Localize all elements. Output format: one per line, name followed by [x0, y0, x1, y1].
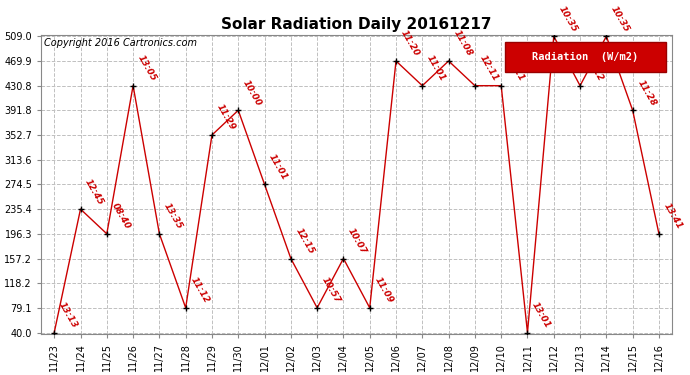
Text: 08:40: 08:40 — [110, 202, 132, 231]
Text: 11:01: 11:01 — [425, 54, 447, 83]
Text: 11:28: 11:28 — [635, 78, 658, 108]
Text: 13:41: 13:41 — [662, 202, 684, 231]
Title: Solar Radiation Daily 20161217: Solar Radiation Daily 20161217 — [221, 18, 492, 33]
Text: 11:29: 11:29 — [215, 103, 237, 132]
Text: 11:08: 11:08 — [451, 29, 473, 58]
Text: 11:20: 11:20 — [399, 29, 421, 58]
Text: 13:01: 13:01 — [530, 300, 553, 330]
Text: Copyright 2016 Cartronics.com: Copyright 2016 Cartronics.com — [44, 38, 197, 48]
Text: 12:15: 12:15 — [294, 226, 316, 256]
Text: 11:01: 11:01 — [267, 152, 289, 182]
Text: 11:12: 11:12 — [188, 276, 210, 305]
Text: 10:57: 10:57 — [320, 276, 342, 305]
Text: 12:11: 12:11 — [477, 54, 500, 83]
Text: 11:09: 11:09 — [373, 276, 395, 305]
Text: 10:35: 10:35 — [609, 4, 631, 33]
Text: 12:12: 12:12 — [583, 54, 605, 83]
FancyBboxPatch shape — [505, 42, 666, 72]
Text: 12:11: 12:11 — [504, 54, 526, 83]
Text: 13:05: 13:05 — [136, 54, 158, 83]
Text: 10:00: 10:00 — [241, 78, 263, 108]
Text: 10:07: 10:07 — [346, 226, 368, 256]
Text: 12:45: 12:45 — [83, 177, 106, 206]
Text: 13:13: 13:13 — [57, 300, 79, 330]
Text: Radiation  (W/m2): Radiation (W/m2) — [532, 53, 638, 63]
Text: 13:35: 13:35 — [162, 202, 184, 231]
Text: 10:35: 10:35 — [557, 4, 579, 33]
